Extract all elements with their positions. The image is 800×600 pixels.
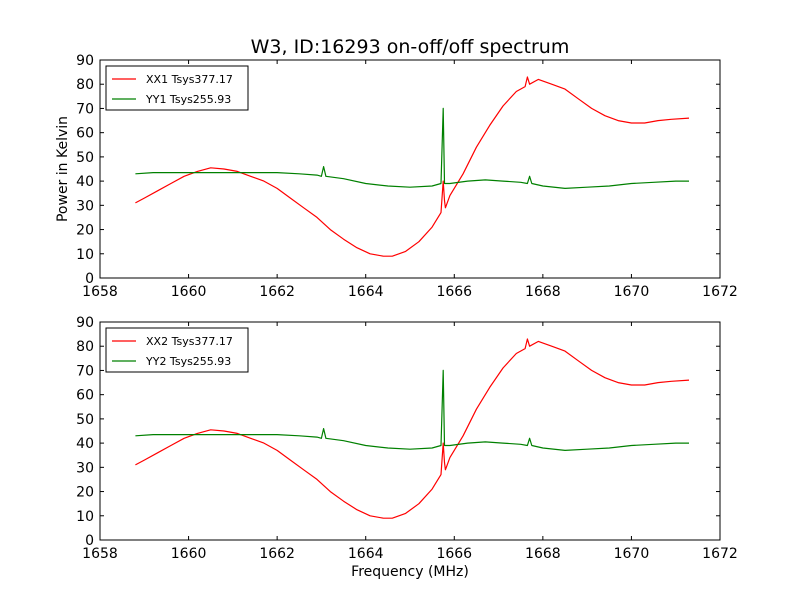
- x-tick-label: 1662: [259, 546, 295, 562]
- y-tick-label: 10: [76, 509, 94, 525]
- x-tick-label: 1670: [614, 284, 650, 300]
- x-tick-label: 1662: [259, 284, 295, 300]
- x-tick-label: 1660: [171, 284, 207, 300]
- x-tick-label: 1668: [525, 546, 561, 562]
- x-tick-label: 1658: [82, 546, 118, 562]
- y-tick-label: 60: [76, 126, 94, 142]
- legend-label-1: XX2 Tsys377.17: [146, 335, 233, 348]
- y-tick-label: 70: [76, 363, 94, 379]
- y-tick-label: 0: [85, 533, 94, 549]
- series-line-1: [135, 76, 690, 257]
- x-tick-label: 1664: [348, 284, 384, 300]
- y-tick-label: 70: [76, 101, 94, 117]
- y-tick-label: 60: [76, 388, 94, 404]
- series-line-2: [135, 107, 689, 189]
- figure-title: W3, ID:16293 on-off/off spectrum: [251, 36, 570, 58]
- legend-box: [105, 65, 249, 111]
- y-tick-label: 80: [76, 77, 94, 93]
- x-axis-label: Frequency (MHz): [351, 564, 469, 580]
- y-tick-label: 90: [76, 53, 94, 69]
- y-tick-label: 50: [76, 150, 94, 166]
- y-tick-label: 10: [76, 247, 94, 263]
- legend-label-1: XX1 Tsys377.17: [146, 73, 233, 86]
- series-line-2: [135, 369, 689, 451]
- x-tick-label: 1672: [702, 546, 738, 562]
- x-tick-label: 1666: [436, 284, 472, 300]
- x-tick-label: 1660: [171, 546, 207, 562]
- x-tick-label: 1670: [614, 546, 650, 562]
- y-tick-label: 30: [76, 460, 94, 476]
- y-tick-label: 20: [76, 485, 94, 501]
- series-line-1: [135, 338, 690, 519]
- x-tick-label: 1672: [702, 284, 738, 300]
- y-tick-label: 20: [76, 223, 94, 239]
- y-tick-label: 40: [76, 174, 94, 190]
- y-tick-label: 40: [76, 436, 94, 452]
- legend-box: [105, 327, 249, 373]
- y-tick-label: 0: [85, 271, 94, 287]
- y-tick-label: 30: [76, 198, 94, 214]
- legend-label-2: YY2 Tsys255.93: [145, 355, 231, 368]
- y-tick-label: 80: [76, 339, 94, 355]
- x-tick-label: 1664: [348, 546, 384, 562]
- axes-frame: [99, 59, 721, 279]
- y-tick-label: 90: [76, 315, 94, 331]
- x-tick-label: 1658: [82, 284, 118, 300]
- y-tick-label: 50: [76, 412, 94, 428]
- x-tick-label: 1666: [436, 546, 472, 562]
- bottom-panel: 1658 1660 1662 1664 1666 1668 1670 1672 0 10 20 30 4…: [76, 315, 738, 580]
- legend-label-2: YY1 Tsys255.93: [145, 93, 231, 106]
- top-panel: 1658 1660 1662 1664 1666 1668 1670 1672 0 10 20 30 4…: [55, 53, 738, 300]
- x-tick-label: 1668: [525, 284, 561, 300]
- y-axis-label: Power in Kelvin: [55, 116, 71, 222]
- axes-frame: [99, 321, 721, 541]
